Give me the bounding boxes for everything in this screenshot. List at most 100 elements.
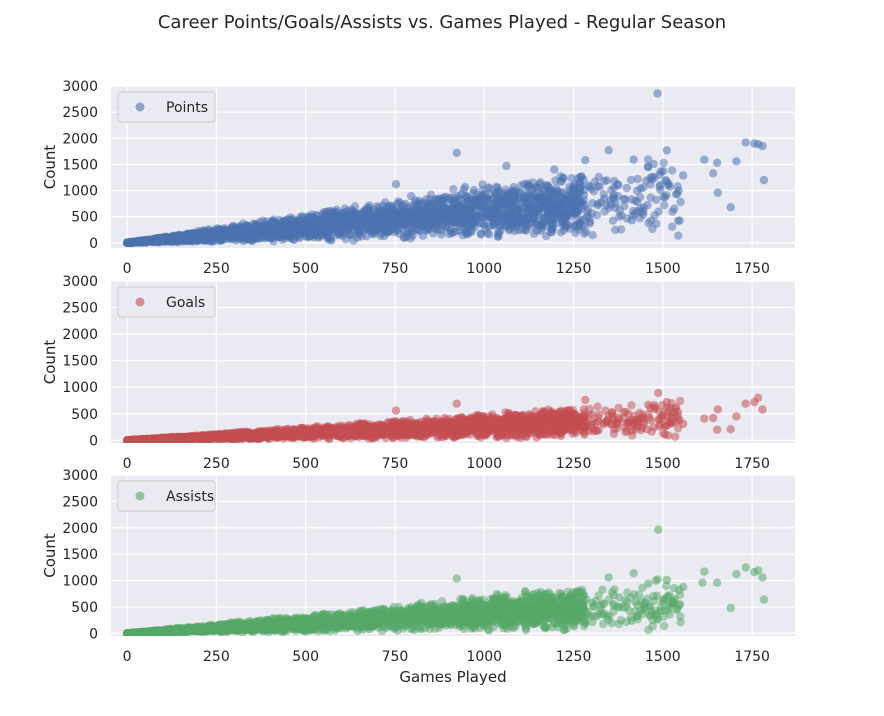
data-point bbox=[611, 203, 620, 212]
data-point bbox=[758, 141, 767, 151]
data-point bbox=[560, 195, 570, 204]
data-point bbox=[325, 223, 334, 233]
data-point bbox=[524, 190, 533, 199]
data-point bbox=[741, 138, 750, 147]
y-tick-label: 2500 bbox=[62, 301, 98, 317]
data-point bbox=[700, 155, 709, 164]
data-point bbox=[362, 232, 371, 241]
data-point bbox=[151, 235, 160, 244]
data-point bbox=[679, 171, 688, 180]
data-point bbox=[581, 156, 590, 165]
data-point bbox=[175, 233, 184, 242]
data-point bbox=[478, 180, 487, 189]
data-point bbox=[653, 89, 662, 98]
data-point bbox=[354, 230, 363, 239]
data-point bbox=[626, 175, 636, 185]
data-point bbox=[529, 215, 539, 224]
data-point bbox=[470, 222, 480, 232]
y-tick-label: 1000 bbox=[62, 380, 98, 396]
data-point bbox=[469, 188, 478, 198]
legend: Points bbox=[117, 91, 216, 123]
data-point bbox=[593, 181, 602, 191]
data-point bbox=[437, 230, 446, 239]
data-point bbox=[478, 219, 487, 228]
data-point bbox=[543, 198, 552, 208]
data-point bbox=[234, 230, 243, 239]
data-point bbox=[502, 200, 511, 209]
data-point bbox=[643, 155, 653, 164]
legend-label: Points bbox=[166, 100, 208, 116]
x-tick-label: 1250 bbox=[556, 261, 592, 277]
y-tick-label: 1500 bbox=[62, 354, 98, 370]
data-point bbox=[391, 211, 400, 220]
y-axis-label: Count bbox=[41, 145, 59, 190]
data-point bbox=[600, 207, 609, 216]
data-point bbox=[572, 199, 581, 209]
x-tick-label: 250 bbox=[203, 456, 230, 472]
data-point bbox=[252, 232, 261, 242]
data-point bbox=[573, 193, 582, 202]
y-tick-label: 1500 bbox=[62, 157, 98, 173]
data-point bbox=[446, 225, 455, 234]
data-point bbox=[489, 199, 499, 208]
data-point bbox=[568, 185, 577, 195]
data-point bbox=[483, 228, 492, 238]
data-point bbox=[559, 225, 569, 235]
data-point bbox=[435, 194, 445, 203]
x-tick-label: 750 bbox=[382, 261, 409, 277]
x-tick-label: 1750 bbox=[734, 261, 770, 277]
data-point bbox=[659, 158, 668, 168]
data-point bbox=[662, 146, 671, 155]
data-point bbox=[656, 180, 665, 190]
data-point bbox=[642, 176, 651, 185]
data-point bbox=[604, 146, 613, 155]
data-point bbox=[345, 230, 354, 240]
data-point bbox=[643, 200, 652, 210]
data-point bbox=[231, 223, 240, 232]
data-point bbox=[611, 225, 620, 235]
data-point bbox=[320, 214, 329, 223]
data-point bbox=[437, 220, 447, 230]
data-point bbox=[588, 231, 597, 240]
x-tick-label: 1000 bbox=[466, 456, 502, 472]
data-point bbox=[534, 184, 543, 193]
data-point bbox=[659, 167, 668, 176]
y-tick-label: 2000 bbox=[62, 327, 98, 343]
data-point bbox=[667, 166, 677, 175]
data-point bbox=[502, 161, 511, 171]
data-point bbox=[478, 212, 487, 222]
data-point bbox=[485, 184, 494, 193]
data-point bbox=[303, 212, 313, 221]
data-point bbox=[650, 211, 659, 220]
data-point bbox=[480, 189, 489, 198]
x-axis-label: Games Played bbox=[399, 668, 506, 686]
data-point bbox=[713, 188, 722, 197]
data-point bbox=[621, 195, 630, 204]
data-point bbox=[644, 218, 653, 228]
x-tick-label: 750 bbox=[382, 456, 409, 472]
data-point bbox=[406, 191, 416, 201]
points-group bbox=[122, 89, 769, 247]
data-point bbox=[671, 189, 681, 199]
x-tick-label: 0 bbox=[123, 456, 132, 472]
y-tick-label: 0 bbox=[89, 433, 98, 449]
data-point bbox=[298, 221, 308, 230]
data-point bbox=[676, 197, 685, 207]
data-point bbox=[361, 224, 370, 234]
data-point bbox=[392, 217, 401, 226]
data-point bbox=[652, 219, 661, 228]
x-tick-label: 500 bbox=[292, 456, 319, 472]
data-point bbox=[460, 200, 469, 209]
data-point bbox=[573, 174, 582, 183]
data-point bbox=[430, 213, 439, 223]
data-point bbox=[403, 226, 413, 236]
data-point bbox=[558, 211, 567, 220]
data-point bbox=[318, 222, 327, 232]
data-point bbox=[462, 192, 471, 201]
data-point bbox=[425, 195, 435, 204]
data-point bbox=[376, 228, 385, 238]
